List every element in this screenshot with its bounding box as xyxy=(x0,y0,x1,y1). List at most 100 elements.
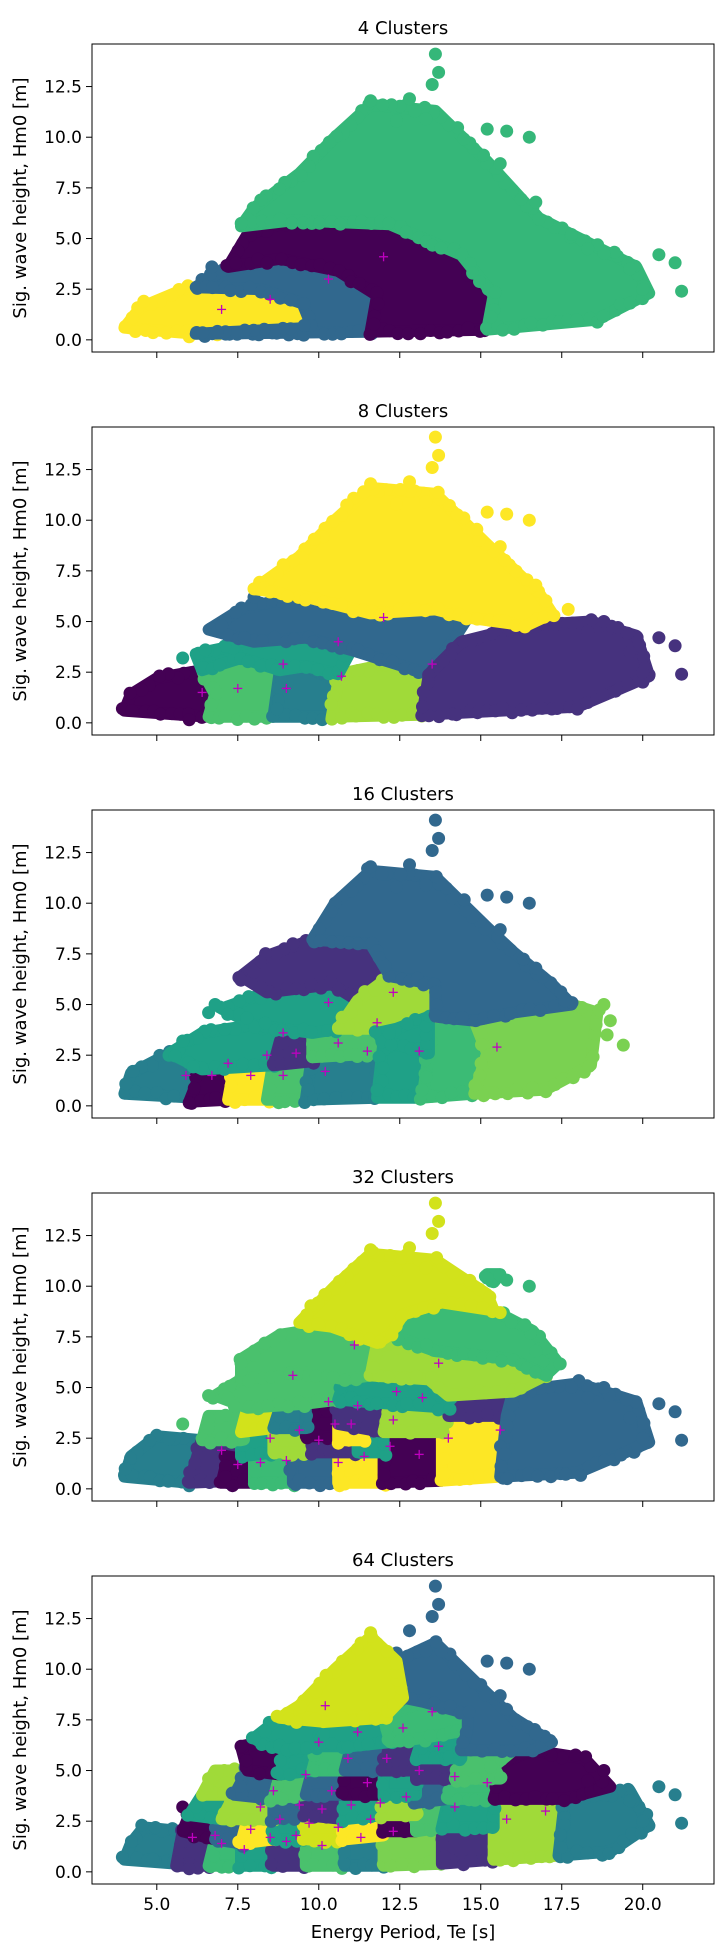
centroid-marker xyxy=(353,1727,363,1737)
centroid-marker xyxy=(304,1818,314,1828)
centroid-marker xyxy=(268,1786,278,1796)
y-tick-label: 5.0 xyxy=(55,996,82,1016)
data-point xyxy=(350,1050,364,1063)
data-point xyxy=(403,475,416,489)
data-point xyxy=(420,1338,434,1352)
data-point xyxy=(453,1473,467,1486)
data-point xyxy=(425,1089,439,1103)
data-point xyxy=(597,998,611,1011)
data-point xyxy=(364,860,378,874)
centroid-marker xyxy=(388,1826,398,1836)
data-point xyxy=(581,1774,595,1788)
data-point xyxy=(365,1443,379,1457)
data-point xyxy=(270,567,284,580)
data-point xyxy=(484,1760,498,1774)
data-point xyxy=(313,934,327,948)
data-point xyxy=(462,1705,476,1719)
centroid-marker xyxy=(427,1707,437,1717)
data-point xyxy=(400,1017,414,1031)
data-point xyxy=(442,1750,456,1764)
data-point xyxy=(518,1318,532,1332)
data-point xyxy=(292,1473,306,1487)
data-point xyxy=(425,461,439,474)
data-point xyxy=(461,321,475,335)
data-point xyxy=(533,1004,547,1017)
cluster-16 xyxy=(306,813,579,1028)
data-point xyxy=(372,1050,386,1064)
plot-area xyxy=(115,1579,689,1876)
data-point xyxy=(273,291,287,305)
data-point xyxy=(351,1642,364,1656)
data-point xyxy=(522,1279,536,1293)
data-point xyxy=(636,1431,650,1445)
data-point xyxy=(561,602,575,616)
data-point xyxy=(243,280,257,294)
data-point xyxy=(445,891,459,905)
data-point xyxy=(472,533,486,547)
data-point xyxy=(358,1434,372,1448)
centroid-marker xyxy=(294,1800,304,1810)
data-point xyxy=(522,130,536,144)
data-point xyxy=(483,1290,497,1304)
data-point xyxy=(135,683,149,697)
data-point xyxy=(336,1711,350,1725)
cluster-8 xyxy=(247,430,575,634)
data-point xyxy=(487,1840,501,1854)
cluster-27 xyxy=(293,1196,507,1349)
data-point xyxy=(435,1822,449,1836)
y-axis-label: Sig. wave height, Hm0 [m] xyxy=(10,1226,31,1467)
data-point xyxy=(516,952,530,966)
data-point xyxy=(668,639,682,653)
data-point xyxy=(425,78,439,91)
centroid-marker xyxy=(495,1425,505,1435)
data-point xyxy=(415,1083,429,1097)
data-point xyxy=(326,1371,340,1384)
data-point xyxy=(322,135,336,149)
y-tick-label: 2.5 xyxy=(55,1046,82,1066)
data-point xyxy=(278,1095,292,1109)
data-point xyxy=(425,1371,439,1384)
data-point xyxy=(442,608,456,622)
data-point xyxy=(463,1472,477,1486)
data-point xyxy=(480,321,493,335)
centroid-marker xyxy=(246,1824,256,1834)
data-point xyxy=(472,1282,486,1296)
y-axis-label: Sig. wave height, Hm0 [m] xyxy=(10,843,31,1084)
centroid-marker xyxy=(323,1397,333,1407)
data-point xyxy=(407,1860,421,1874)
data-point xyxy=(291,1367,305,1381)
data-point xyxy=(254,1446,268,1460)
data-point xyxy=(369,1712,383,1726)
data-point xyxy=(529,1727,543,1741)
data-point xyxy=(317,1858,331,1872)
data-point xyxy=(146,1852,160,1866)
data-point xyxy=(269,1804,283,1818)
data-point xyxy=(509,1083,523,1097)
data-point xyxy=(387,1822,401,1836)
data-point xyxy=(346,605,360,619)
data-point xyxy=(285,216,299,230)
data-point xyxy=(270,1709,284,1723)
data-point xyxy=(311,663,325,677)
cluster-7 xyxy=(415,613,689,724)
data-point xyxy=(170,324,184,338)
centroid-marker xyxy=(275,1814,285,1824)
data-point xyxy=(382,216,396,230)
centroid-marker xyxy=(382,1753,392,1763)
data-point xyxy=(288,1741,302,1755)
centroids xyxy=(187,1701,551,1855)
data-point xyxy=(247,1058,261,1072)
data-point xyxy=(307,1810,321,1824)
centroid-marker xyxy=(362,1046,372,1056)
data-point xyxy=(324,974,338,988)
data-point xyxy=(596,309,610,323)
data-point xyxy=(524,316,538,330)
data-point xyxy=(508,1713,522,1727)
data-point xyxy=(566,1071,580,1085)
data-point xyxy=(428,47,442,61)
data-point xyxy=(298,593,312,607)
centroid-marker xyxy=(291,1048,301,1058)
data-point xyxy=(535,701,549,715)
centroid-marker xyxy=(265,1433,275,1443)
